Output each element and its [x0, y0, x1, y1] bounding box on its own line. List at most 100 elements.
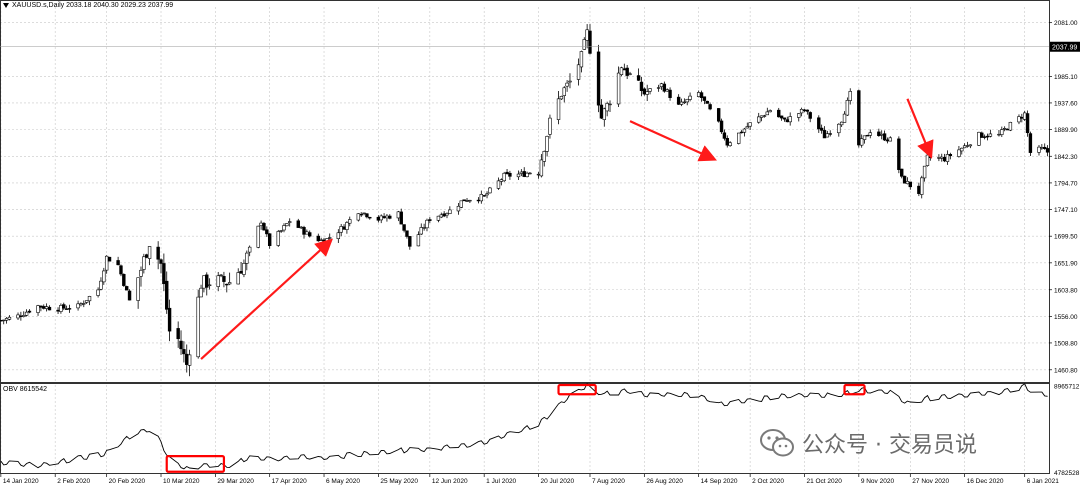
y-tick-label: 1889.90 — [1054, 127, 1078, 134]
candle-body — [819, 127, 824, 131]
candle-body — [928, 155, 933, 158]
candle-body — [436, 215, 441, 221]
candle-body — [859, 138, 864, 146]
candle-body — [739, 131, 744, 134]
candle-body — [548, 117, 552, 135]
candle-body — [885, 139, 890, 142]
candle-body — [568, 80, 572, 83]
candle-body — [116, 260, 120, 266]
candle-body — [282, 225, 286, 231]
current-price-box — [1050, 41, 1080, 52]
candle-body — [716, 108, 721, 122]
candle-body — [462, 199, 466, 202]
candle-body — [167, 307, 172, 332]
candle-body — [499, 179, 504, 182]
candle-body — [642, 88, 647, 95]
candle-body — [788, 116, 792, 123]
candle-body — [645, 91, 649, 95]
candle-body — [456, 205, 461, 212]
candle-body — [779, 115, 784, 119]
candle-body — [488, 187, 492, 194]
candle-body — [107, 256, 112, 262]
candle-body — [1005, 128, 1010, 131]
x-tick-label: 14 Sep 2020 — [701, 478, 738, 485]
candle-body — [1043, 146, 1047, 150]
candle-body — [7, 316, 12, 320]
candle-body — [505, 171, 509, 174]
candle-body — [368, 216, 372, 219]
chart-header: XAUUSD.s,Daily 2033.18 2040.30 2029.23 2… — [3, 2, 173, 9]
candle-body — [940, 156, 944, 159]
candle-body — [182, 349, 186, 355]
candle-body — [516, 173, 521, 178]
candle-body — [259, 222, 263, 226]
candle-body — [599, 104, 604, 119]
candle-body — [765, 111, 770, 116]
candle-body — [96, 289, 100, 296]
candle-body — [202, 275, 206, 289]
candle-body — [519, 171, 524, 174]
x-tick-label: 21 Oct 2020 — [806, 478, 842, 485]
candle-body — [84, 300, 89, 303]
candle-body — [982, 136, 987, 138]
candle-body — [47, 306, 52, 311]
candle-body — [965, 145, 970, 147]
candle-body — [159, 259, 163, 264]
candle-body — [908, 181, 912, 188]
symbol-dropdown-icon[interactable] — [3, 2, 9, 8]
obv-pane-frame — [0, 383, 1050, 474]
candle-body — [479, 194, 484, 202]
candle-body — [1000, 129, 1004, 135]
candle-body — [622, 68, 627, 71]
candle-body — [897, 138, 901, 170]
candle-body — [4, 318, 9, 321]
candle-body — [837, 123, 841, 134]
candle-body — [865, 134, 870, 137]
candle-body — [902, 175, 907, 184]
candle-body — [199, 287, 203, 298]
candle-body — [525, 172, 529, 178]
candle-body — [639, 81, 644, 91]
candle-body — [1008, 121, 1013, 131]
candle-body — [985, 135, 990, 138]
candle-body — [256, 225, 260, 248]
candle-body — [808, 112, 812, 119]
candle-body — [602, 108, 606, 120]
candle-body — [399, 211, 403, 225]
candle-body — [562, 87, 566, 96]
watermark: 公众号 · 交易员说 — [760, 426, 977, 460]
candle-body — [39, 305, 43, 308]
candle-body — [216, 275, 220, 287]
obv-y-tick-label: 4782528 — [1054, 470, 1080, 477]
candle-body — [682, 101, 687, 104]
candle-body — [442, 213, 446, 217]
candle-body — [448, 209, 452, 214]
candle-body — [1045, 148, 1050, 153]
candle-body — [439, 214, 443, 218]
ohlc-values: 2033.18 2040.30 2029.23 2037.99 — [66, 2, 174, 9]
x-tick-label: 26 Aug 2020 — [646, 478, 683, 485]
candle-body — [342, 226, 346, 230]
candle-body — [648, 88, 652, 92]
candle-body — [239, 271, 243, 274]
candle-body — [662, 83, 667, 92]
candle-body — [302, 227, 306, 235]
candle-body — [619, 67, 624, 75]
candle-body — [419, 227, 423, 235]
candle-body — [799, 108, 804, 114]
candle-body — [104, 255, 109, 271]
candle-body — [768, 110, 772, 113]
candle-body — [345, 222, 349, 230]
candle-body — [805, 109, 810, 112]
x-tick-label: 25 May 2020 — [380, 478, 418, 485]
candle-body — [845, 100, 850, 116]
candle-body — [1002, 128, 1007, 130]
candle-body — [365, 213, 369, 218]
candle-body — [162, 263, 166, 285]
candle-body — [636, 75, 641, 81]
candle-body — [980, 132, 984, 138]
y-tick-label: 1747.10 — [1054, 207, 1078, 214]
candle-body — [425, 219, 429, 229]
candle-body — [977, 131, 981, 146]
candle-body — [757, 116, 761, 123]
